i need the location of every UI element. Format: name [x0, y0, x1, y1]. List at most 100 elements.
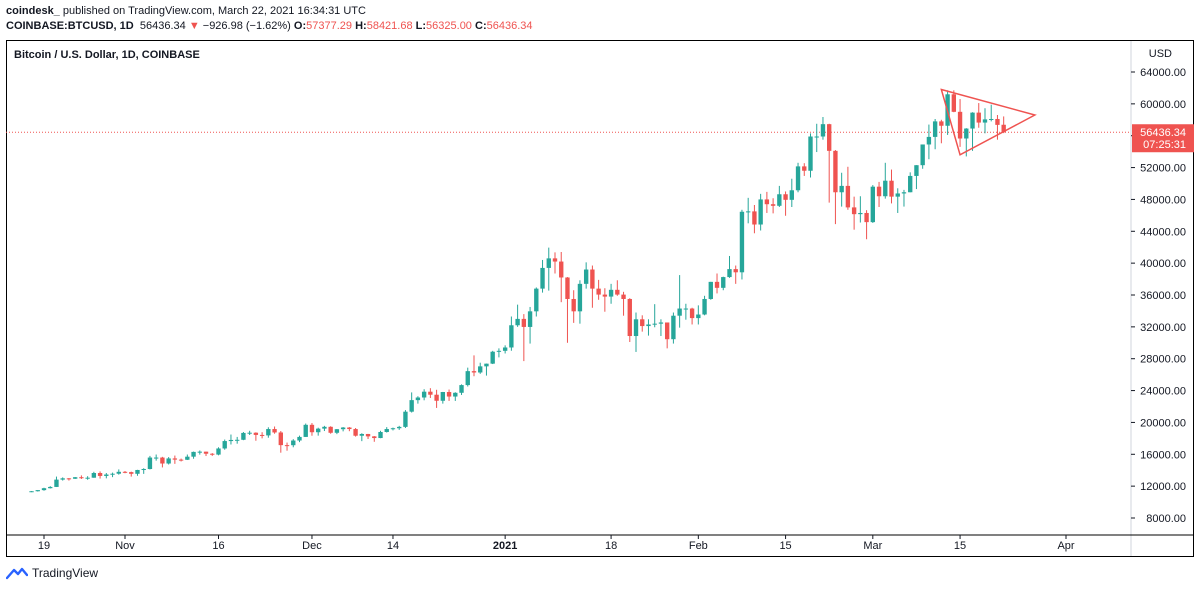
candle-body	[502, 347, 508, 351]
candle-body	[577, 283, 583, 312]
candle-body	[565, 277, 570, 299]
candle-body	[770, 204, 776, 206]
candle-body	[583, 269, 589, 284]
candle-body	[235, 439, 240, 441]
candle-body	[627, 298, 632, 337]
tradingview-logo-icon	[6, 567, 28, 580]
candle-body	[602, 294, 608, 297]
high-value: 58421.68	[366, 20, 413, 32]
x-tick-label: Mar	[863, 540, 882, 552]
down-arrow-icon: ▼	[188, 20, 200, 32]
candle-body	[259, 434, 265, 436]
currency-label: USD	[1149, 48, 1172, 60]
chart-frame[interactable]	[6, 40, 1194, 557]
candle-body	[484, 363, 489, 367]
candle-body	[465, 371, 470, 386]
candle-body	[957, 111, 963, 139]
candle-body	[802, 166, 807, 171]
candle-body	[203, 451, 209, 454]
candle-body	[746, 211, 751, 213]
candle-body	[247, 432, 252, 434]
candle-body	[926, 136, 932, 145]
candle-body	[889, 180, 894, 197]
candle-body	[721, 277, 726, 288]
candle-body	[29, 491, 34, 493]
ohlc-line: COINBASE:BTCUSD, 1D 56436.34 ▼ −926.98 (…	[6, 19, 533, 34]
candle-body	[390, 428, 396, 430]
last-price: 56436.34	[139, 20, 186, 32]
candle-body	[652, 323, 657, 325]
candle-body	[340, 427, 346, 430]
candle-body	[939, 121, 944, 126]
candle-body	[633, 319, 639, 337]
candle-body	[328, 426, 333, 433]
candle-body	[752, 211, 757, 225]
candle-body	[789, 190, 794, 200]
y-tick-label: 52000.00	[1140, 163, 1186, 175]
candle-body	[309, 424, 315, 433]
candle-body	[79, 477, 84, 479]
candle-body	[297, 436, 302, 441]
candle-body	[571, 298, 576, 312]
x-tick-label: 16	[212, 540, 224, 552]
tradingview-footer[interactable]: TradingView	[6, 566, 98, 580]
x-tick-label: 19	[38, 540, 50, 552]
candle-body	[403, 411, 408, 427]
candle-body	[540, 267, 545, 289]
candle-body	[515, 318, 520, 326]
candle-body	[141, 469, 146, 471]
y-tick-label: 8000.00	[1146, 513, 1186, 525]
chart-header: coindesk_ published on TradingView.com, …	[6, 4, 533, 34]
y-tick-label: 64000.00	[1140, 67, 1186, 79]
y-tick-label: 48000.00	[1140, 194, 1186, 206]
y-tick-label: 16000.00	[1140, 449, 1186, 461]
candle-body	[932, 121, 938, 137]
candle-body	[895, 193, 900, 197]
candle-body	[596, 288, 601, 295]
candle-body	[995, 118, 1000, 125]
candle-body	[353, 429, 358, 436]
candle-body	[559, 261, 564, 278]
publisher-name[interactable]: coindesk_	[6, 5, 60, 17]
candle-body	[210, 453, 215, 455]
candle-body	[864, 212, 869, 223]
x-tick-label: 2021	[493, 540, 517, 552]
candle-body	[66, 478, 72, 480]
y-tick-label: 40000.00	[1140, 258, 1186, 270]
candle-body	[870, 186, 875, 223]
candle-body	[552, 258, 558, 262]
candle-body	[521, 318, 527, 327]
candle-body	[471, 371, 477, 373]
y-tick-label: 32000.00	[1140, 322, 1186, 334]
candle-body	[440, 392, 446, 401]
candle-body	[35, 490, 40, 492]
candle-body	[104, 474, 109, 476]
candle-body	[976, 112, 981, 123]
candle-body	[91, 473, 97, 478]
candle-body	[178, 459, 184, 461]
candle-body	[409, 400, 414, 412]
candle-body	[708, 281, 713, 299]
candle-body	[820, 124, 826, 137]
candle-body	[284, 445, 290, 447]
candle-body	[951, 94, 957, 112]
x-tick-label: Nov	[115, 540, 135, 552]
candle-body	[60, 478, 65, 480]
close-label: C:	[475, 20, 487, 32]
candle-body	[970, 112, 975, 129]
candle-body	[833, 150, 838, 193]
candle-body	[453, 392, 458, 397]
x-tick-label: Feb	[689, 540, 708, 552]
candle-body	[914, 165, 919, 176]
y-tick-label: 28000.00	[1140, 354, 1186, 366]
candle-body	[527, 311, 533, 327]
candle-body	[415, 397, 421, 401]
x-tick-label: Dec	[302, 540, 322, 552]
candle-body	[384, 429, 389, 432]
y-tick-label: 20000.00	[1140, 417, 1186, 429]
candle-body	[428, 391, 433, 395]
candle-body	[478, 366, 483, 373]
candle-body	[446, 392, 452, 397]
candle-body	[696, 314, 701, 319]
